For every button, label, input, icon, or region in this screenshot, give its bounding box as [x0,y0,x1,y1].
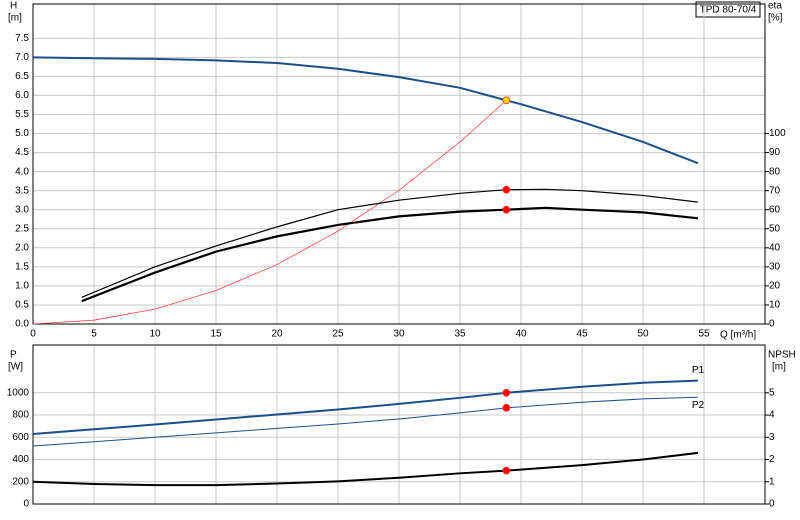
y2-label: NPSH [768,350,796,361]
operating-point [502,388,511,397]
y-tick-label: 6.0 [15,90,29,101]
x-tick-label: 45 [576,329,588,340]
title-box [695,1,761,18]
x-tick-label: 0 [30,329,36,340]
y-tick-label: 0.5 [15,300,29,311]
y-unit: [m] [8,13,22,24]
y-tick-label: 6.5 [15,71,29,82]
curve-label: P1 [692,365,705,376]
x-tick-label: 15 [210,329,222,340]
x-label: Q [m³/h] [720,330,756,341]
operating-point [502,185,511,194]
curve [32,379,698,435]
y2-tick-label: 0 [769,499,775,510]
plot-frame [32,344,766,505]
operating-point [502,403,511,412]
y-tick-label: 1.5 [15,261,29,272]
plot-frame [32,3,766,325]
y2-tick-label: 70 [769,185,781,196]
operating-point [502,96,511,105]
y-tick-label: 800 [12,410,29,421]
curve-label: P2 [692,400,705,411]
x-tick-label: 30 [393,329,405,340]
x-tick-label: 5 [91,329,97,340]
y-tick-label: 3.5 [15,185,29,196]
y-tick-label: 2.5 [15,223,29,234]
y-tick-label: 1000 [7,387,30,398]
x-tick-label: 10 [149,329,161,340]
y-tick-label: 1.0 [15,281,29,292]
y2-tick-label: 5 [769,387,775,398]
y-tick-label: 2.0 [15,242,29,253]
y-tick-label: 0 [23,499,29,510]
y2-tick-label: 40 [769,242,781,253]
y-tick-label: 7.0 [15,52,29,63]
x-tick-label: 50 [637,329,649,340]
x-tick-label: 35 [454,329,466,340]
y-tick-label: 4.5 [15,147,29,158]
y2-tick-label: 1 [769,476,775,487]
curve [81,206,699,303]
y2-tick-label: 50 [769,223,781,234]
y-label: P [10,350,17,361]
y-tick-label: 200 [12,476,29,487]
y-tick-label: 400 [12,454,29,465]
curve [32,100,507,325]
y-tick-label: 7.5 [15,33,29,44]
operating-point [502,466,511,475]
y2-tick-label: 20 [769,281,781,292]
y2-unit: [%] [768,13,783,24]
y-tick-label: 600 [12,432,29,443]
y-tick-label: 5.0 [15,128,29,139]
y-unit: [W] [8,362,23,373]
y2-tick-label: 60 [769,204,781,215]
y2-tick-label: 4 [769,410,775,421]
curve [32,451,699,487]
y2-tick-label: 90 [769,147,781,158]
y2-label: eta [768,1,782,12]
y-tick-label: 4.0 [15,166,29,177]
x-tick-label: 40 [515,329,527,340]
operating-point [502,205,511,214]
curve [32,56,699,165]
x-tick-label: 55 [698,329,710,340]
y2-unit: [m] [772,362,786,373]
y2-tick-label: 10 [769,300,781,311]
y2-tick-label: 0 [769,319,775,330]
curve [32,396,698,447]
chart-title: TPD 80-70/4 [700,5,757,16]
y2-tick-label: 30 [769,261,781,272]
y-tick-label: 0.0 [15,319,29,330]
y2-tick-label: 100 [769,128,786,139]
y-tick-label: 5.5 [15,109,29,120]
y-label: H [10,1,17,12]
x-tick-label: 20 [271,329,283,340]
curve [81,188,698,298]
y2-tick-label: 80 [769,166,781,177]
y2-tick-label: 2 [769,454,775,465]
x-tick-label: 25 [332,329,344,340]
y2-tick-label: 3 [769,432,775,443]
y-tick-label: 3.0 [15,204,29,215]
